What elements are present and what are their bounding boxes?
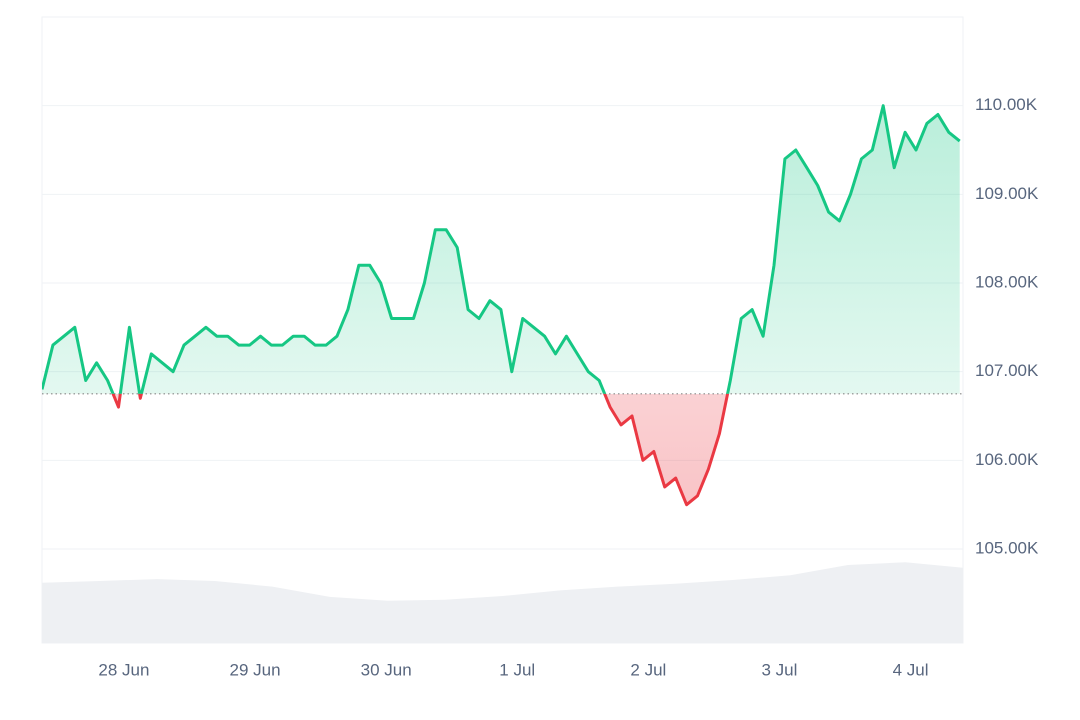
area-down <box>113 393 728 505</box>
x-tick-label: 1 Jul <box>499 660 535 679</box>
y-tick-label: 106.00K <box>975 450 1039 469</box>
price-line-up <box>42 104 961 394</box>
y-tick-label: 109.00K <box>975 184 1039 203</box>
area-up <box>42 105 960 394</box>
volume-area <box>42 562 963 643</box>
y-tick-label: 108.00K <box>975 272 1039 291</box>
x-tick-label: 29 Jun <box>230 660 281 679</box>
y-tick-label: 105.00K <box>975 538 1039 557</box>
x-tick-label: 28 Jun <box>98 660 149 679</box>
x-tick-label: 3 Jul <box>761 660 797 679</box>
x-tick-label: 2 Jul <box>630 660 666 679</box>
y-tick-label: 107.00K <box>975 361 1039 380</box>
y-tick-label: 110.00K <box>975 95 1038 114</box>
x-tick-label: 30 Jun <box>361 660 412 679</box>
x-tick-label: 4 Jul <box>893 660 929 679</box>
